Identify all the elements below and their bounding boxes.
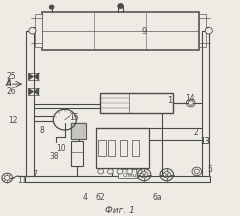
Circle shape — [49, 5, 54, 9]
Polygon shape — [28, 73, 34, 80]
Text: 38: 38 — [49, 152, 59, 161]
Text: 15: 15 — [70, 113, 79, 122]
Text: 8: 8 — [40, 126, 44, 135]
Bar — [98, 140, 106, 156]
Circle shape — [194, 169, 199, 174]
Text: 5: 5 — [208, 165, 212, 174]
Text: 4: 4 — [83, 193, 88, 202]
Text: 10: 10 — [56, 144, 66, 153]
Circle shape — [117, 169, 123, 174]
Bar — [71, 123, 86, 139]
Text: 6a: 6a — [152, 193, 162, 202]
Text: 7: 7 — [32, 170, 37, 179]
Text: 11: 11 — [17, 176, 26, 185]
Bar — [96, 128, 149, 168]
Bar — [199, 14, 206, 48]
Bar — [71, 141, 83, 166]
Text: 13: 13 — [200, 137, 210, 146]
Polygon shape — [34, 73, 39, 80]
Bar — [132, 140, 139, 156]
Circle shape — [29, 27, 36, 34]
Text: 25: 25 — [7, 72, 16, 81]
Text: 26: 26 — [7, 87, 16, 96]
Circle shape — [108, 169, 113, 174]
Circle shape — [188, 101, 193, 105]
Text: Спец.: Спец. — [123, 172, 139, 177]
Bar — [35, 14, 42, 48]
Text: 1: 1 — [167, 96, 172, 105]
Polygon shape — [34, 88, 39, 95]
Circle shape — [98, 169, 104, 174]
Circle shape — [205, 27, 212, 34]
Circle shape — [127, 169, 132, 174]
Text: 9: 9 — [141, 27, 147, 36]
Text: 14: 14 — [185, 94, 194, 103]
Text: 2: 2 — [193, 128, 198, 137]
Bar — [108, 140, 115, 156]
Bar — [118, 169, 137, 178]
Text: 12: 12 — [8, 116, 18, 125]
Bar — [120, 140, 127, 156]
Bar — [42, 12, 199, 50]
Text: 13: 13 — [200, 137, 210, 146]
Circle shape — [5, 176, 10, 180]
Circle shape — [136, 169, 142, 174]
Text: Фиг. 1: Фиг. 1 — [105, 206, 135, 215]
Polygon shape — [28, 88, 34, 95]
Text: A: A — [5, 79, 11, 88]
Circle shape — [118, 3, 123, 9]
Text: 62: 62 — [96, 193, 106, 202]
Bar — [100, 93, 173, 113]
Bar — [25, 176, 210, 182]
